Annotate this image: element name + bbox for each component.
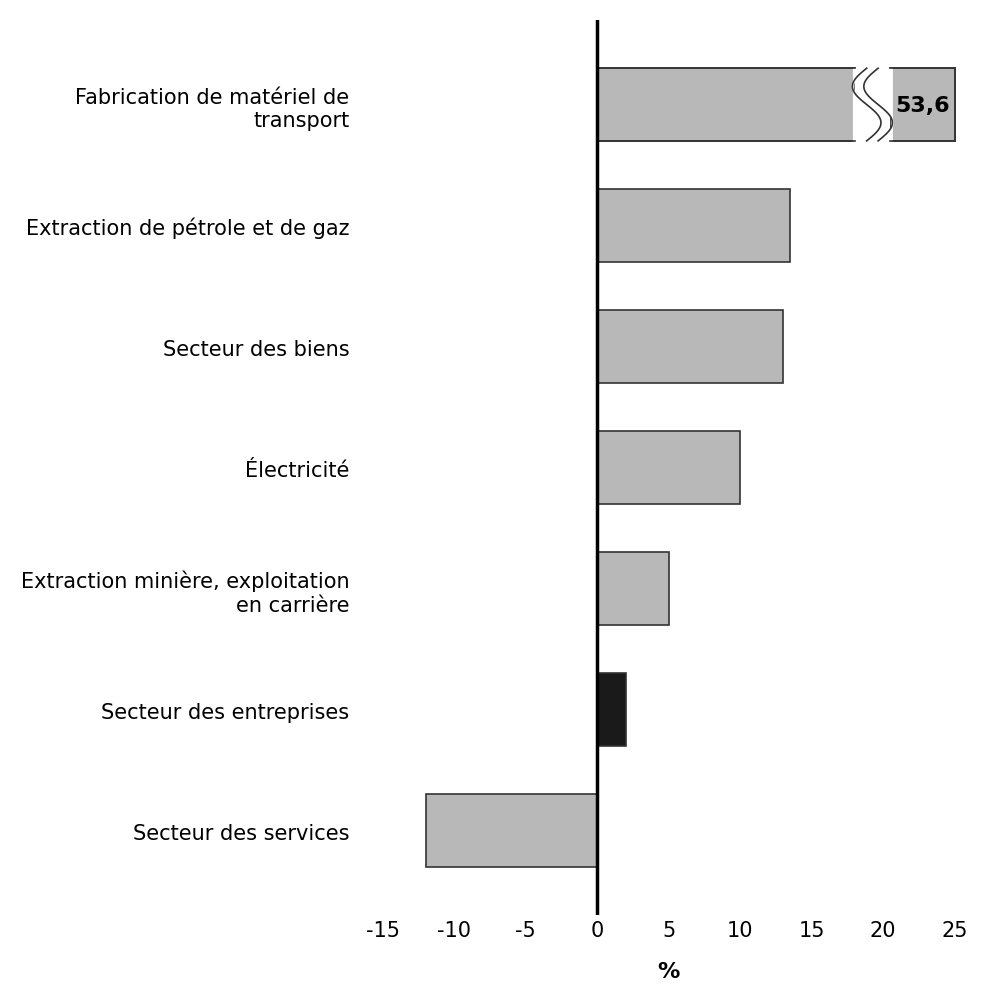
Text: 53,6: 53,6 xyxy=(895,95,949,115)
FancyBboxPatch shape xyxy=(890,69,954,141)
FancyBboxPatch shape xyxy=(854,69,890,141)
X-axis label: %: % xyxy=(657,961,679,981)
Bar xyxy=(597,190,789,263)
Bar xyxy=(597,553,668,625)
Bar xyxy=(597,673,625,746)
FancyBboxPatch shape xyxy=(597,69,854,141)
Bar xyxy=(597,311,782,384)
Bar xyxy=(597,432,739,504)
Bar xyxy=(425,795,597,867)
